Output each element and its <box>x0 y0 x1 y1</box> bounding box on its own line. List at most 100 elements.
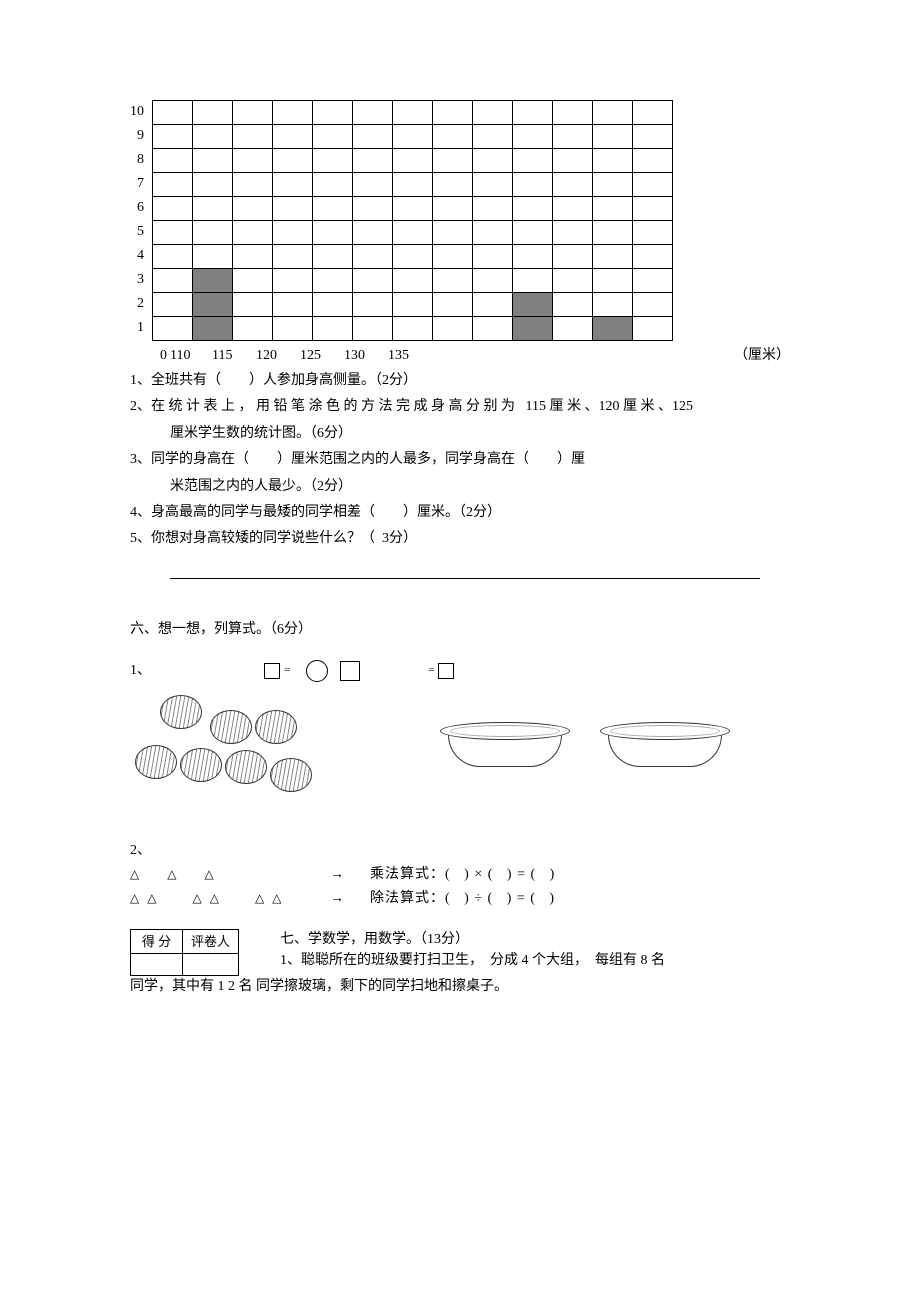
chart-cell <box>593 173 633 197</box>
equals-sign: = <box>428 662 434 679</box>
watermelon-icon <box>255 710 297 744</box>
chart-cell <box>473 125 513 149</box>
q-text: 厘米学生数的统计图。（6分） <box>170 426 352 441</box>
answer-line[interactable] <box>170 561 760 579</box>
chart-cell <box>473 197 513 221</box>
x-axis-unit: （厘米） <box>734 345 790 366</box>
section-7-q1: 1、聪聪所在的班级要打扫卫生， 分成 4 个大组， 每组有 8 名 <box>280 950 790 971</box>
y-label: 9 <box>137 124 144 148</box>
chart-cell <box>233 173 273 197</box>
height-stats-chart: 10 9 8 7 6 5 4 3 2 1 <box>130 100 790 341</box>
x-label: 110 <box>170 345 212 366</box>
q-text: ）人参加身高侧量。（2分） <box>249 373 417 388</box>
chart-cell <box>393 293 433 317</box>
section-6-images <box>130 690 790 800</box>
q-text: 米范围之内的人最少。（2分） <box>170 479 352 494</box>
chart-cell <box>513 317 553 341</box>
bowl-image <box>440 722 570 767</box>
chart-cell <box>433 269 473 293</box>
q-text: 全班共有（ <box>151 373 221 388</box>
chart-cell <box>593 293 633 317</box>
chart-cell <box>473 221 513 245</box>
chart-cell <box>433 317 473 341</box>
watermelon-icon <box>270 758 312 792</box>
chart-cell <box>233 197 273 221</box>
chart-cell <box>593 221 633 245</box>
answer-box[interactable] <box>340 661 360 681</box>
chart-cell <box>153 101 193 125</box>
answer-box[interactable] <box>438 663 454 679</box>
chart-cell <box>393 245 433 269</box>
q-num: 1、 <box>130 660 260 681</box>
q-text: 聪聪所在的班级要打扫卫生， <box>301 953 483 968</box>
chart-cell <box>273 293 313 317</box>
chart-cell <box>193 149 233 173</box>
score-cell[interactable] <box>131 954 183 976</box>
bowl-image <box>600 722 730 767</box>
triangle-icon: △ <box>130 891 147 905</box>
chart-cell <box>393 173 433 197</box>
chart-cell <box>633 221 673 245</box>
chart-cell <box>433 293 473 317</box>
y-label: 2 <box>137 292 144 316</box>
score-table: 得 分 评卷人 <box>130 929 239 977</box>
chart-cell <box>513 245 553 269</box>
arrow-icon: → <box>330 864 370 885</box>
chart-cell <box>353 293 393 317</box>
chart-cell <box>473 293 513 317</box>
x-label: 120 <box>256 345 300 366</box>
chart-cell <box>473 269 513 293</box>
chart-cell <box>393 149 433 173</box>
chart-cell <box>233 293 273 317</box>
chart-cell <box>513 173 553 197</box>
triangle-icon: △ <box>130 867 167 881</box>
chart-cell <box>473 149 513 173</box>
chart-cell <box>313 245 353 269</box>
chart-cell <box>193 173 233 197</box>
chart-cell <box>153 269 193 293</box>
chart-cell <box>433 245 473 269</box>
chart-cell <box>153 293 193 317</box>
chart-cell <box>193 125 233 149</box>
q-num: 3、 <box>130 452 151 467</box>
chart-cell <box>633 125 673 149</box>
chart-cell <box>633 317 673 341</box>
grader-cell[interactable] <box>183 954 239 976</box>
chart-cell <box>353 197 393 221</box>
answer-circle[interactable] <box>306 660 328 682</box>
chart-cell <box>473 173 513 197</box>
chart-cell <box>153 149 193 173</box>
chart-cell <box>233 245 273 269</box>
chart-cell <box>553 101 593 125</box>
chart-cell <box>393 221 433 245</box>
q-num: 1、 <box>280 953 301 968</box>
chart-cell <box>353 149 393 173</box>
chart-cell <box>153 173 193 197</box>
chart-cell <box>553 173 593 197</box>
triangle-group: △△△ <box>130 864 330 885</box>
chart-cell <box>393 269 433 293</box>
x-label: 130 <box>344 345 388 366</box>
chart-cell <box>553 317 593 341</box>
watermelon-icon <box>225 750 267 784</box>
chart-cell <box>353 125 393 149</box>
chart-cell <box>393 101 433 125</box>
arrow-icon: → <box>330 888 370 909</box>
answer-box[interactable] <box>264 663 280 679</box>
x-label: 135 <box>388 345 432 366</box>
x-label: 125 <box>300 345 344 366</box>
chart-cell <box>273 245 313 269</box>
chart-y-axis: 10 9 8 7 6 5 4 3 2 1 <box>130 100 152 341</box>
y-label: 3 <box>137 268 144 292</box>
q-text: 同学的身高在（ <box>151 452 249 467</box>
chart-cell <box>633 149 673 173</box>
question-3: 3、同学的身高在（ ）厘米范围之内的人最多，同学身高在（ ）厘 <box>130 449 790 471</box>
chart-cell <box>153 125 193 149</box>
section-6-heading: 六、想一想，列算式。（6分） <box>130 619 790 640</box>
chart-cell <box>553 197 593 221</box>
chart-cell <box>273 269 313 293</box>
chart-cell <box>233 269 273 293</box>
chart-cell <box>233 317 273 341</box>
chart-cell <box>553 269 593 293</box>
chart-cell <box>273 317 313 341</box>
